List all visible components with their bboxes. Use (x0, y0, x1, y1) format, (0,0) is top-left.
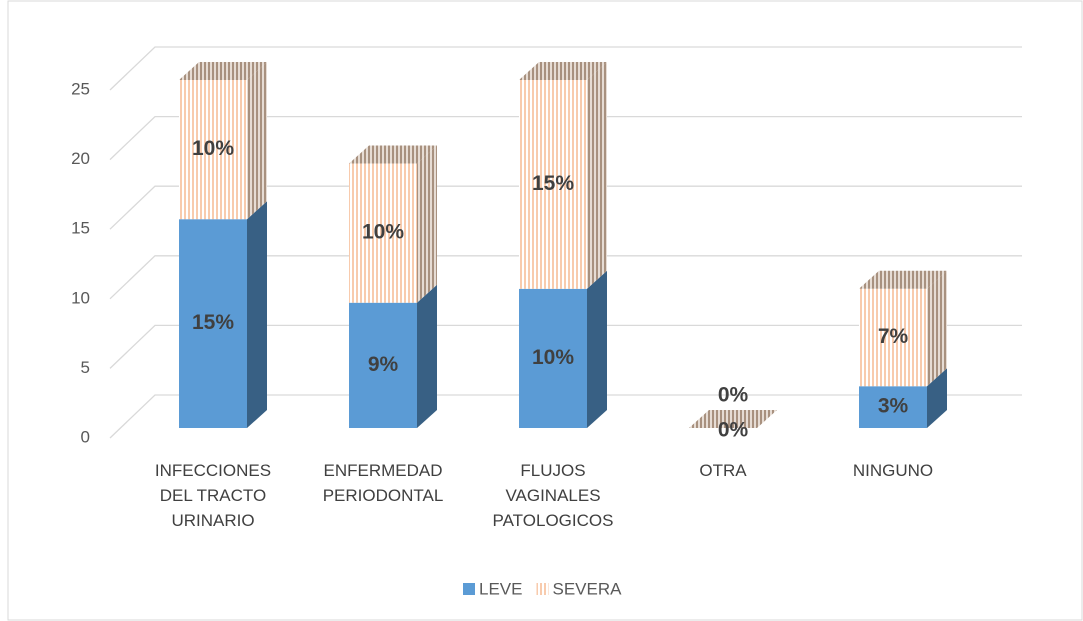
bar-top (179, 62, 267, 80)
bar-segment (519, 288, 587, 428)
x-tick-label: INFECCIONES DEL TRACTO URINARIO (154, 461, 272, 530)
chart-border (7, 0, 1083, 621)
bar-segment (349, 302, 417, 428)
bar-segment (519, 80, 587, 289)
grid-line (109, 185, 1022, 230)
bar-side (247, 62, 267, 220)
x-tick-label: ENFERMEDAD PERIODONTAL (322, 461, 444, 505)
bar-side (587, 62, 607, 289)
value-label: 9% (368, 353, 399, 376)
value-label: 7% (878, 325, 909, 348)
bar-side (927, 368, 947, 428)
value-label: 3% (878, 395, 909, 418)
bar-side (927, 270, 947, 387)
y-tick-label: 20 (71, 149, 90, 168)
bar-side (417, 284, 437, 428)
value-label: 0% (718, 384, 749, 407)
grid-line (109, 255, 1022, 300)
x-tick-label: NINGUNO (852, 461, 934, 480)
y-tick-label: 15 (71, 219, 90, 238)
value-label: 15% (192, 311, 234, 334)
bar-segment (179, 219, 247, 428)
x-tick-label: FLUJOS VAGINALES PATOLOGICOS (492, 461, 614, 530)
value-label: 10% (192, 137, 234, 160)
bar-segment (859, 386, 927, 428)
grid-line (109, 394, 1022, 439)
bar-top (349, 145, 437, 164)
bar-segment (349, 163, 417, 303)
bar-top (519, 62, 607, 80)
value-label: 0% (718, 419, 749, 442)
y-tick-label: 25 (71, 79, 90, 98)
value-label: 10% (362, 221, 404, 244)
legend-swatch (536, 583, 549, 595)
y-tick-label: 5 (81, 358, 90, 377)
bar-side (417, 145, 437, 303)
bar-side (587, 270, 607, 428)
y-tick-label: 10 (71, 288, 90, 307)
bar-top (689, 410, 777, 428)
grid-line (109, 324, 1022, 369)
value-label: 15% (532, 172, 574, 195)
value-label: 10% (532, 346, 574, 369)
bar-top (859, 270, 947, 289)
bar-segment (859, 288, 927, 387)
legend-label: LEVE (479, 579, 522, 598)
grid-line (109, 46, 1022, 91)
grid-line (109, 115, 1022, 161)
x-tick-label: OTRA (699, 461, 747, 480)
y-tick-label: 0 (81, 427, 90, 446)
bar-side (247, 201, 267, 428)
legend-label: SEVERA (552, 579, 622, 598)
bar-segment (179, 80, 247, 220)
legend-swatch (463, 583, 475, 595)
